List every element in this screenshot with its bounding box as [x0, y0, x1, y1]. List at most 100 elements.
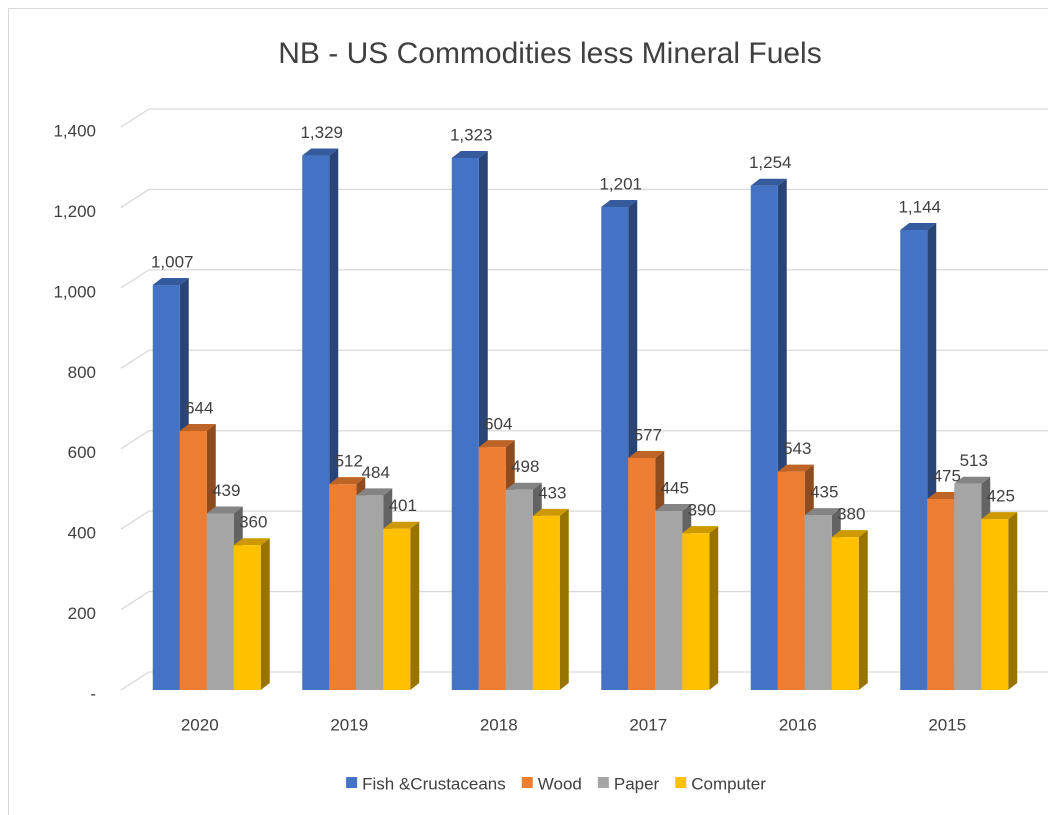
legend-label: Fish &Crustaceans	[362, 774, 506, 793]
bar	[152, 285, 180, 690]
chart-title: NB - US Commodities less Mineral Fuels	[278, 37, 821, 70]
bar-top	[302, 148, 339, 156]
bar	[804, 515, 832, 690]
grid-line	[120, 590, 1048, 611]
data-label: 425	[987, 487, 1015, 506]
data-label: 1,144	[898, 197, 941, 216]
bar-top	[329, 477, 366, 485]
bar-top	[900, 222, 937, 230]
legend-swatch	[521, 777, 533, 788]
bar-top	[682, 526, 719, 534]
bar	[900, 229, 928, 690]
bar	[451, 157, 479, 691]
bar-side	[260, 538, 270, 690]
x-tick-label: 2019	[330, 715, 368, 734]
x-tick-label: 2020	[181, 715, 219, 734]
bar-top	[451, 150, 488, 158]
data-label: 484	[362, 463, 390, 482]
bar-side	[1008, 512, 1018, 690]
bar-top	[356, 488, 393, 496]
bar-top	[152, 278, 189, 286]
bar-top	[179, 424, 216, 432]
legend-label: Paper	[614, 774, 660, 793]
legend-swatch	[346, 777, 358, 788]
y-tick-label: 1,200	[53, 202, 96, 221]
bar	[505, 489, 533, 690]
legend-label: Wood	[538, 774, 582, 793]
data-label: 644	[185, 399, 213, 418]
data-label: 360	[239, 513, 267, 532]
bar	[302, 155, 330, 691]
bar-top	[954, 476, 991, 484]
bar-top	[233, 538, 270, 546]
data-label: 512	[335, 452, 363, 471]
y-tick-label: -	[90, 684, 96, 703]
bar	[383, 528, 411, 690]
bar-side	[709, 526, 719, 690]
bar	[954, 483, 982, 690]
data-label: 577	[634, 425, 662, 444]
bar	[831, 537, 859, 690]
data-label: 435	[810, 483, 838, 502]
bar	[532, 515, 560, 690]
data-label: 380	[837, 505, 865, 524]
bar	[750, 185, 778, 690]
data-label: 513	[960, 451, 988, 470]
y-tick-label: 1,000	[53, 282, 96, 301]
bar-top	[981, 512, 1018, 520]
bar-top	[505, 482, 542, 490]
x-tick-label: 2018	[480, 715, 518, 734]
y-tick-label: 200	[68, 604, 96, 623]
data-label: 1,007	[151, 253, 194, 272]
data-label: 1,323	[450, 125, 493, 144]
grid-line	[120, 108, 1048, 128]
data-label: 390	[688, 501, 716, 520]
bar	[356, 495, 384, 690]
bar	[682, 533, 710, 690]
grid-line	[120, 269, 1048, 289]
data-label: 498	[511, 457, 539, 476]
bar	[179, 431, 207, 690]
bar	[329, 484, 357, 690]
data-label: 439	[212, 481, 240, 500]
y-tick-label: 600	[68, 443, 96, 462]
y-tick-label: 800	[68, 363, 96, 382]
chart-border	[8, 8, 1048, 815]
bar-top	[777, 464, 814, 472]
x-tick-label: 2016	[779, 715, 817, 734]
bar-top	[601, 200, 638, 208]
bar-side	[858, 530, 868, 690]
bar	[655, 511, 683, 690]
bar-top	[628, 450, 665, 458]
data-label: 401	[389, 496, 417, 515]
x-tick-label: 2017	[629, 715, 667, 734]
grid-line	[120, 349, 1048, 369]
bar	[628, 457, 656, 690]
y-tick-label: 1,400	[53, 121, 96, 140]
bar-side	[559, 508, 569, 690]
data-label: 475	[933, 466, 961, 485]
bar-top	[750, 178, 787, 186]
bar-side	[410, 521, 420, 690]
data-label: 604	[484, 415, 512, 434]
bar	[777, 471, 805, 690]
bar-top	[206, 506, 243, 514]
y-tick-label: 400	[68, 524, 96, 543]
data-label: 543	[783, 439, 811, 458]
legend-swatch	[597, 777, 609, 788]
bar-top	[831, 530, 868, 538]
bar-top	[655, 504, 692, 512]
data-label: 433	[538, 483, 566, 502]
grid-line	[120, 671, 1048, 691]
grid-line	[120, 188, 1048, 208]
bar-top	[804, 508, 841, 516]
bar-top	[478, 440, 515, 448]
bar	[233, 545, 261, 690]
bar-top	[383, 521, 420, 529]
bar	[927, 498, 955, 690]
data-label: 445	[661, 479, 689, 498]
bar	[478, 447, 506, 690]
x-tick-label: 2015	[928, 715, 966, 734]
data-label: 1,329	[300, 123, 343, 142]
